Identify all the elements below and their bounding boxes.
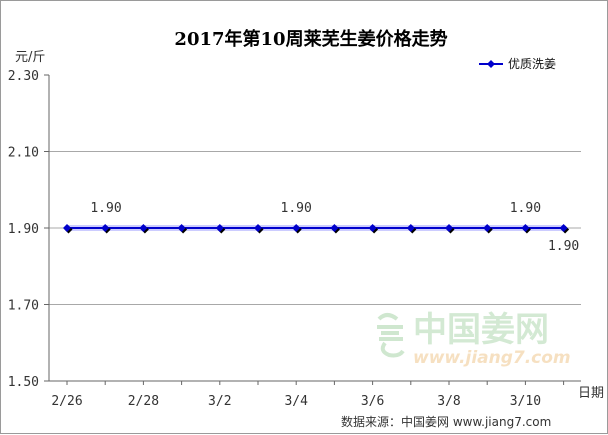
data-point xyxy=(559,224,568,232)
legend-label: 优质洗姜 xyxy=(508,57,556,71)
watermark: 中国姜网 www.jiang7.com xyxy=(377,310,571,368)
y-axis-unit: 元/斤 xyxy=(15,50,45,65)
x-tick-labels: 2/26 2/28 3/2 3/4 3/6 3/8 3/10 xyxy=(51,394,541,409)
x-tick-label: 3/8 xyxy=(437,394,460,409)
data-point xyxy=(101,224,110,232)
data-point xyxy=(483,224,492,232)
legend: 优质洗姜 xyxy=(479,57,556,71)
x-tick-label: 3/4 xyxy=(284,394,308,409)
y-tick-label: 2.10 xyxy=(8,146,39,161)
data-label: 1.90 xyxy=(548,239,579,254)
legend-diamond-marker xyxy=(487,60,495,68)
y-tick-label: 1.90 xyxy=(8,222,39,237)
data-point xyxy=(139,224,148,232)
data-point xyxy=(254,224,262,232)
y-tick-label: 1.70 xyxy=(8,299,39,314)
series-layer xyxy=(63,224,570,234)
x-tick-label: 2/28 xyxy=(128,394,159,409)
x-tick-label: 2/26 xyxy=(51,394,82,409)
watermark-url: www.jiang7.com xyxy=(413,348,571,368)
x-tick-label: 3/10 xyxy=(510,394,541,409)
y-tick-label: 1.50 xyxy=(8,375,39,390)
ginger-logo-icon xyxy=(377,313,405,358)
data-label: 1.90 xyxy=(90,201,121,216)
data-point xyxy=(177,224,186,232)
y-tick-label: 2.30 xyxy=(8,69,39,84)
data-label: 1.90 xyxy=(510,201,541,216)
data-point xyxy=(292,224,301,232)
data-point xyxy=(406,224,415,232)
data-point xyxy=(330,224,339,232)
data-point xyxy=(63,224,71,232)
data-point xyxy=(521,224,530,232)
data-point xyxy=(215,224,224,232)
x-tick-label: 3/2 xyxy=(208,394,231,409)
axes xyxy=(44,74,581,385)
y-tick-labels: 2.30 2.10 1.90 1.70 1.50 xyxy=(8,69,39,390)
data-point xyxy=(445,224,453,232)
data-point xyxy=(368,224,377,232)
data-source: 数据来源：中国姜网 www.jiang7.com xyxy=(341,414,551,429)
watermark-name: 中国姜网 xyxy=(413,310,549,350)
x-axis-label: 日期 xyxy=(578,386,604,401)
data-labels: 1.90 1.90 1.90 1.90 xyxy=(90,201,579,254)
data-label: 1.90 xyxy=(281,201,312,216)
x-tick-label: 3/6 xyxy=(361,394,384,409)
chart-title: 2017年第10周莱芜生姜价格走势 xyxy=(174,28,447,50)
